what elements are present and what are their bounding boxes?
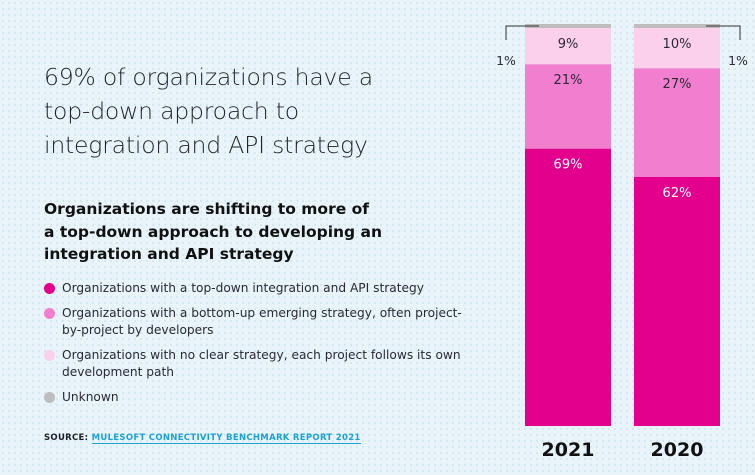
bar-segment-y2021-unknown [525,24,611,29]
legend-swatch-no-strategy [44,350,55,361]
legend-item-top-down: Organizations with a top-down integratio… [44,280,464,297]
bar-segment-y2020-top_down [634,176,720,426]
legend-swatch-unknown [44,392,55,403]
callout-line-y2020-unknown [706,25,741,40]
source-note: SOURCE: MULESOFT CONNECTIVITY BENCHMARK … [44,433,361,444]
bar-segment-y2020-no_strategy [634,28,720,69]
legend-label-unknown: Unknown [62,390,119,404]
bar-segment-y2020-bottom_up [634,68,720,177]
bar-label-y2020-no_strategy: 10% [663,37,692,52]
legend: Organizations with a top-down integratio… [44,280,464,414]
chart-headline: 69% of organizations have a top-down app… [44,63,373,159]
legend-item-unknown: Unknown [44,389,464,406]
legend-item-no-strategy: Organizations with no clear strategy, ea… [44,347,464,381]
bar-segment-y2021-top_down [525,148,611,426]
bar-label-y2021-no_strategy: 9% [558,37,579,52]
bar-label-y2021-bottom_up: 21% [554,73,583,88]
bar-segment-y2021-bottom_up [525,64,611,149]
source-prefix: SOURCE: [44,433,92,443]
source-link[interactable]: MULESOFT CONNECTIVITY BENCHMARK REPORT 2… [91,433,361,444]
category-label-y2020: 2020 [651,439,704,461]
callout-line-y2021-unknown [505,25,539,40]
legend-item-bottom-up: Organizations with a bottom-up emerging … [44,305,464,339]
callout-label-y2020-unknown: 1% [728,53,748,68]
bar-label-y2020-top_down: 62% [663,186,692,201]
callout-label-y2021-unknown: 1% [496,53,516,68]
bar-segment-y2020-unknown [634,24,720,29]
legend-label-top-down: Organizations with a top-down integratio… [62,281,424,295]
legend-label-no-strategy: Organizations with no clear strategy, ea… [62,348,461,379]
bar-label-y2020-bottom_up: 27% [663,77,692,92]
legend-label-bottom-up: Organizations with a bottom-up emerging … [62,306,462,337]
bar-label-y2021-top_down: 69% [554,158,583,173]
bar-segment-y2021-no_strategy [525,28,611,65]
category-label-y2021: 2021 [542,439,595,461]
legend-swatch-bottom-up [44,308,55,319]
chart-subtitle: Organizations are shifting to more of a … [44,200,383,263]
legend-swatch-top-down [44,283,55,294]
